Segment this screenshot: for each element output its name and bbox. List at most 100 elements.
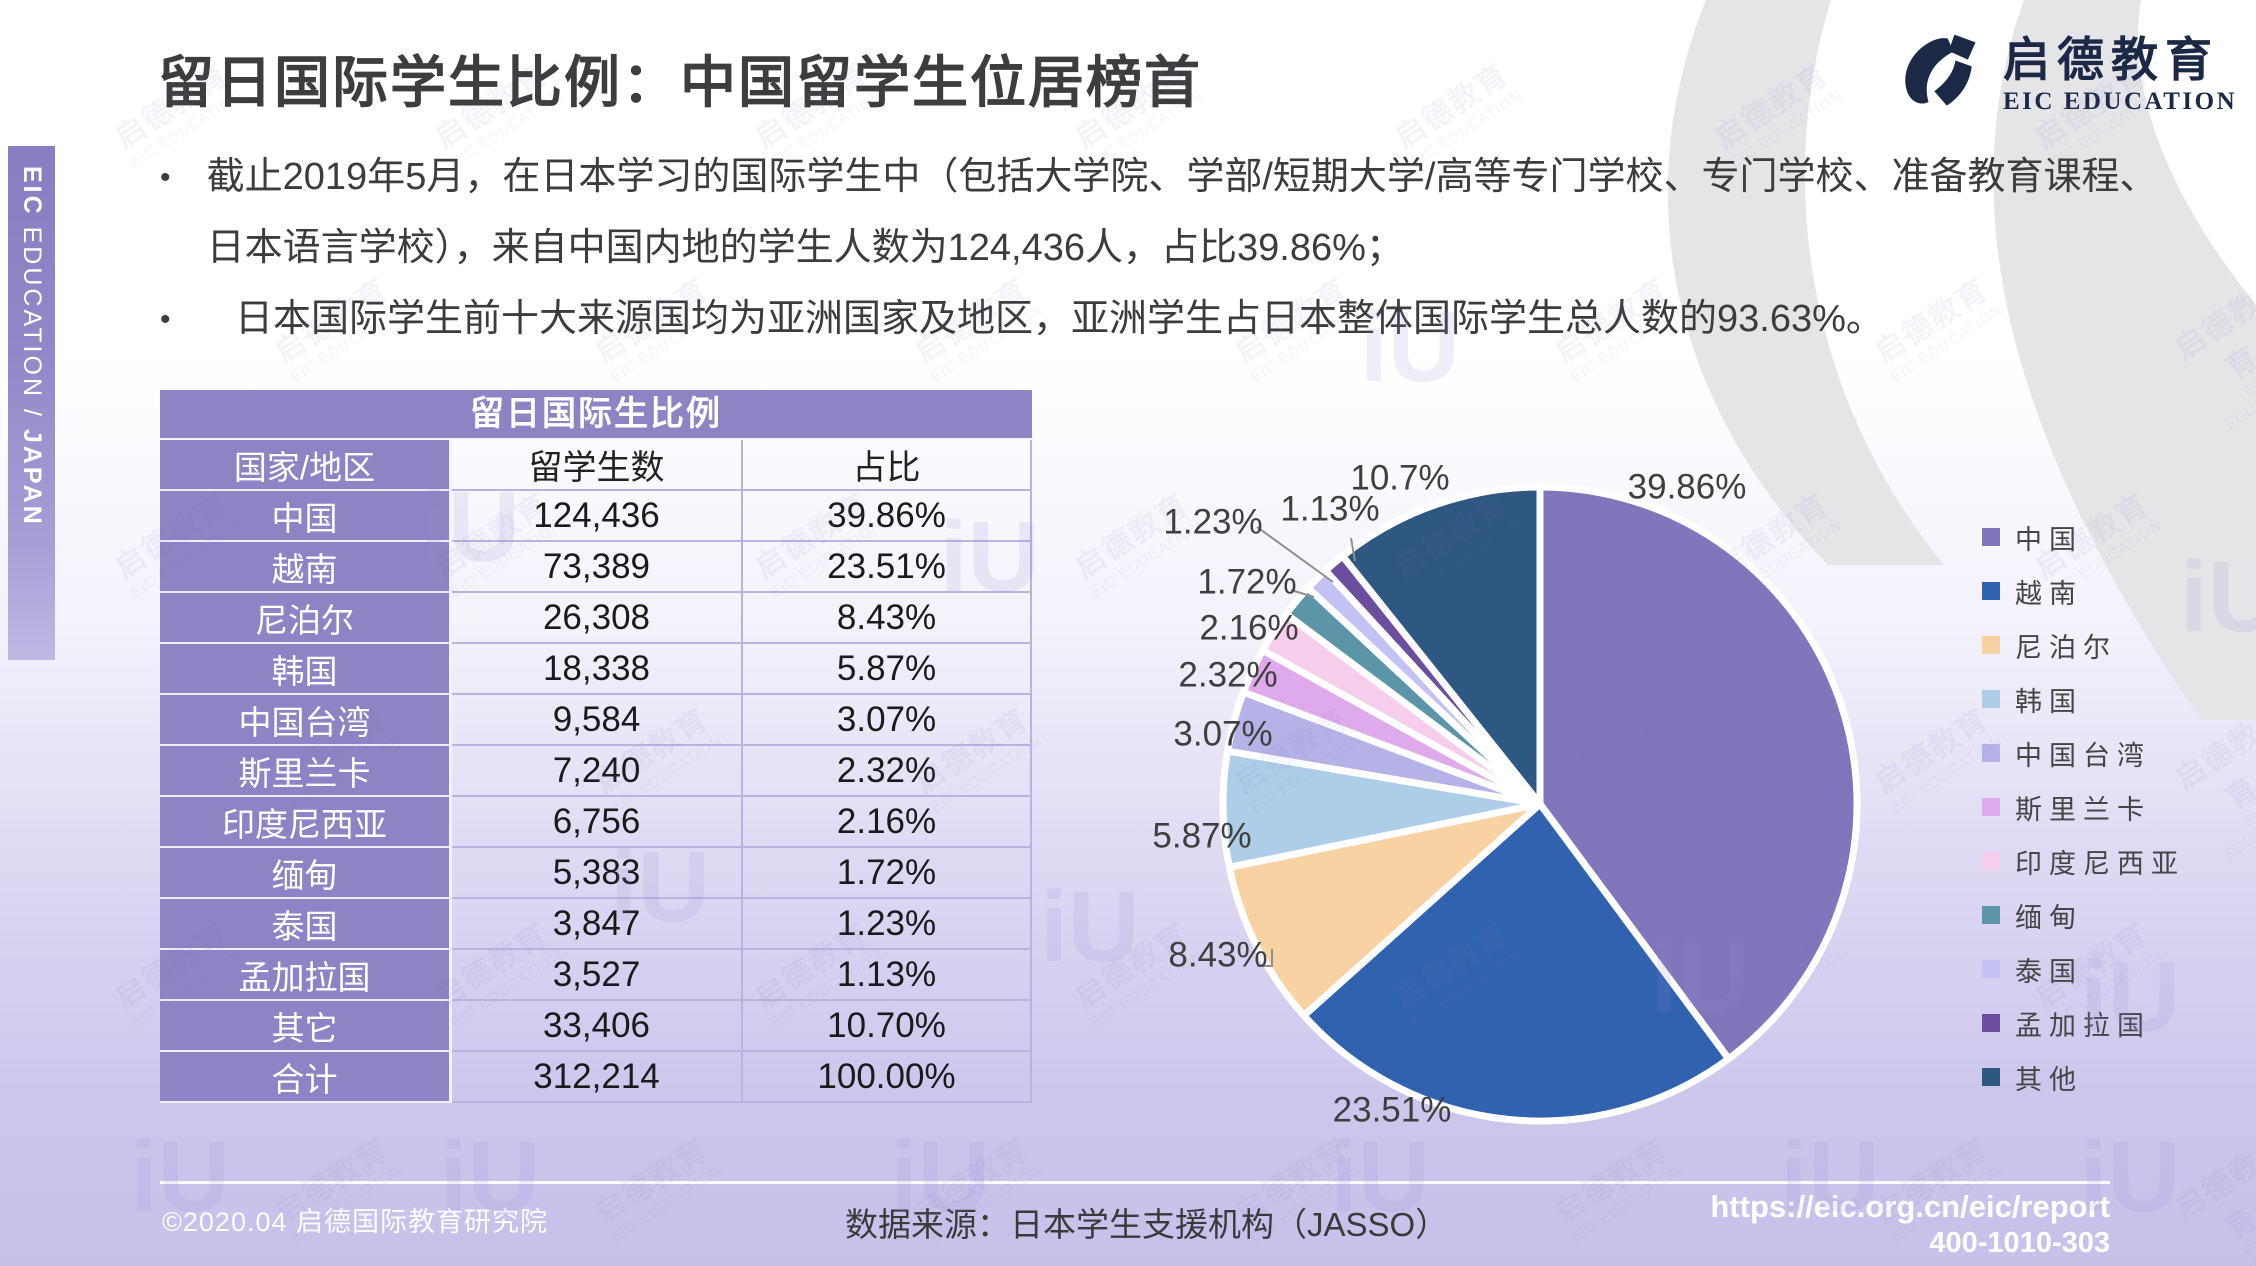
table-header-row: 国家/地区 留学生数 占比 [160, 440, 1032, 491]
legend-label: 泰国 [2015, 956, 2083, 987]
table-cell-share: 39.86% [743, 491, 1032, 542]
pie-label: 1.23% [1163, 503, 1262, 542]
bullet-list: • 截止2019年5月，在日本学习的国际学生中（包括大学院、学部/短期大学/高等… [160, 142, 2165, 355]
table-cell-country: 印度尼西亚 [160, 797, 452, 848]
legend-swatch [1982, 636, 2000, 654]
table-cell-count: 9,584 [452, 695, 743, 746]
table-cell-count: 312,214 [452, 1052, 743, 1103]
pie-chart: 39.86% 23.51% 8.43% 5.87% 3.07% 2.32% 2.16% 1.7… [1130, 420, 1910, 1185]
table-cell-count: 3,527 [452, 950, 743, 1001]
table-cell-share: 10.70% [743, 1001, 1032, 1052]
table-cell-share: 1.23% [743, 899, 1032, 950]
pie-label: 5.87% [1152, 817, 1251, 856]
legend-swatch [1982, 1014, 2000, 1032]
sidebar-region-japan: JAPAN [18, 428, 46, 527]
pie-label: 2.16% [1199, 609, 1298, 648]
table-row: 中国台湾 9,584 3.07% [160, 695, 1032, 746]
table-cell-share: 2.32% [743, 746, 1032, 797]
legend-label: 越南 [2015, 578, 2083, 609]
table-cell-count: 26,308 [452, 593, 743, 644]
footer-copyright: ©2020.04 启德国际教育研究院 [162, 1207, 548, 1237]
table-cell-share: 2.16% [743, 797, 1032, 848]
table-row: 韩国 18,338 5.87% [160, 644, 1032, 695]
bullet-item: • 日本国际学生前十大来源国均为亚洲国家及地区，亚洲学生占日本整体国际学生总人数… [160, 284, 2165, 355]
legend-swatch [1982, 852, 2000, 870]
eic-logo-icon [1905, 34, 1976, 106]
table-row: 孟加拉国 3,527 1.13% [160, 950, 1032, 1001]
legend-item: 印度尼西亚 [1982, 834, 2185, 888]
pie-slice [1536, 483, 1861, 1063]
table-row: 尼泊尔 26,308 8.43% [160, 593, 1032, 644]
table-cell-count: 73,389 [452, 542, 743, 593]
table-cell-country: 合计 [160, 1052, 452, 1103]
table-cell-count: 5,383 [452, 848, 743, 899]
table-cell-share: 23.51% [743, 542, 1032, 593]
pie-leader-line [1257, 949, 1273, 967]
bullet-marker: • [160, 161, 171, 194]
legend-label: 中国 [2015, 524, 2083, 555]
pie-slice [1339, 483, 1544, 808]
table-cell-count: 33,406 [452, 1001, 743, 1052]
legend-label: 印度尼西亚 [2015, 848, 2185, 879]
table-body: 中国 124,436 39.86% 越南 73,389 23.51% 尼泊尔 26,308 8.… [160, 491, 1032, 1103]
pie-label: 10.7% [1350, 459, 1449, 498]
sidebar-education: EDUCATION / [18, 216, 46, 429]
legend-swatch [1982, 906, 2000, 924]
pie-label: 8.43% [1168, 936, 1267, 975]
logo-name-en: EIC EDUCATION [2003, 88, 2238, 115]
table-cell-country: 缅甸 [160, 848, 452, 899]
logo-name-cn: 启德教育 [2003, 33, 2219, 86]
table-row: 缅甸 5,383 1.72% [160, 848, 1032, 899]
bullet-item: • 截止2019年5月，在日本学习的国际学生中（包括大学院、学部/短期大学/高等… [160, 142, 2165, 284]
table-row: 泰国 3,847 1.23% [160, 899, 1032, 950]
sidebar-brand-eic: EIC [18, 166, 46, 217]
sidebar-brand-bar: EIC EDUCATION / JAPAN [8, 146, 55, 660]
legend-label: 中国台湾 [2015, 740, 2151, 771]
table-cell-country: 尼泊尔 [160, 593, 452, 644]
pie-slice [1225, 800, 1544, 1020]
legend-swatch [1982, 528, 2000, 546]
table-row: 越南 73,389 23.51% [160, 542, 1032, 593]
table-cell-share: 1.13% [743, 950, 1032, 1001]
sidebar-text: EIC EDUCATION / JAPAN [17, 166, 46, 527]
table-cell-country: 韩国 [160, 644, 452, 695]
legend-swatch [1982, 744, 2000, 762]
table-cell-country: 孟加拉国 [160, 950, 452, 1001]
pie-label: 3.07% [1173, 715, 1272, 754]
footer-contact: https://eic.org.cn/eic/report 400-1010-3… [1710, 1188, 2110, 1261]
bullet-marker: • [160, 303, 171, 336]
pie-label: 2.32% [1178, 656, 1277, 695]
pie-label: 23.51% [1333, 1091, 1452, 1130]
table-row: 斯里兰卡 7,240 2.32% [160, 746, 1032, 797]
legend-item: 斯里兰卡 [1982, 780, 2185, 834]
legend-item: 缅甸 [1982, 888, 2185, 942]
legend-swatch [1982, 1068, 2000, 1086]
legend-swatch [1982, 690, 2000, 708]
table-cell-country: 泰国 [160, 899, 452, 950]
legend-item: 孟加拉国 [1982, 996, 2185, 1050]
table-title: 留日国际生比例 [160, 390, 1032, 440]
table-cell-country: 斯里兰卡 [160, 746, 452, 797]
legend-swatch [1982, 798, 2000, 816]
table-row: 合计 312,214 100.00% [160, 1052, 1032, 1103]
bullet-text: 截止2019年5月，在日本学习的国际学生中（包括大学院、学部/短期大学/高等专门… [206, 156, 2158, 269]
table-cell-share: 8.43% [743, 593, 1032, 644]
legend-label: 尼泊尔 [2015, 632, 2117, 663]
table-cell-country: 中国台湾 [160, 695, 452, 746]
table-cell-count: 7,240 [452, 746, 743, 797]
legend-item: 韩国 [1982, 672, 2185, 726]
table-row: 印度尼西亚 6,756 2.16% [160, 797, 1032, 848]
page-title: 留日国际学生比例：中国留学生位居榜首 [158, 51, 1202, 114]
table-row: 中国 124,436 39.86% [160, 491, 1032, 542]
table-cell-count: 6,756 [452, 797, 743, 848]
table-row: 其它 33,406 10.70% [160, 1001, 1032, 1052]
table-cell-count: 124,436 [452, 491, 743, 542]
pie-label: 39.86% [1628, 468, 1747, 507]
legend-label: 缅甸 [2015, 902, 2083, 933]
legend-item: 其他 [1982, 1050, 2185, 1104]
table-cell-count: 3,847 [452, 899, 743, 950]
table-header-country: 国家/地区 [160, 440, 452, 491]
